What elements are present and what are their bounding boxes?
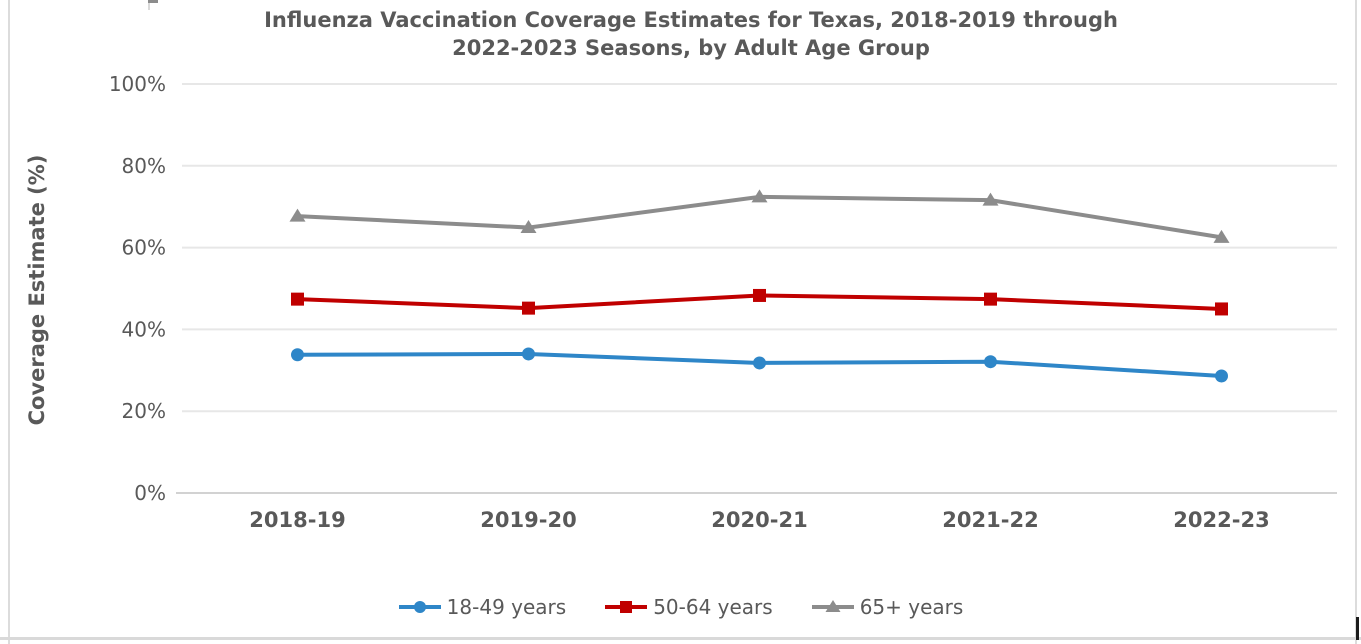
legend-item-18-49-years: 18-49 years: [398, 595, 567, 619]
legend-label: 65+ years: [859, 595, 964, 619]
top-left-tick-artifact-horizontal: [148, 0, 158, 3]
marker-circle: [413, 601, 426, 613]
x-tick-label: 2018-19: [249, 508, 345, 532]
marker-circle: [753, 356, 766, 370]
y-tick-label: 100%: [109, 72, 166, 96]
series-line-65-years: [295, 194, 1224, 240]
marker-square: [1215, 302, 1228, 316]
marker-circle: [1215, 369, 1228, 383]
bottom-right-cursor-mark: [1356, 617, 1359, 640]
x-tick-label: 2021-22: [942, 508, 1038, 532]
y-tick-label: 20%: [122, 399, 166, 423]
marker-circle: [984, 355, 997, 369]
left-border-line: [8, 0, 10, 644]
y-tick-label: 0%: [134, 481, 166, 505]
marker-square: [620, 601, 633, 613]
chart-title: Influenza Vaccination Coverage Estimates…: [91, 6, 1291, 62]
y-tick-label: 40%: [122, 317, 166, 341]
legend: 18-49 years 50-64 years 65+ years: [0, 591, 1361, 623]
chart-title-line-2: 2022-2023 Seasons, by Adult Age Group: [452, 36, 930, 60]
legend-marker-circle: [398, 601, 441, 613]
legend-label: 50-64 years: [653, 595, 773, 619]
top-left-tick-artifact-vertical: [148, 0, 150, 10]
marker-square: [984, 292, 997, 306]
x-tick-label: 2020-21: [711, 508, 807, 532]
y-tick-label: 60%: [122, 236, 166, 260]
marker-triangle: [1213, 229, 1230, 243]
marker-circle: [522, 347, 535, 361]
legend-item-65-plus-years: 65+ years: [811, 595, 964, 619]
chart-title-line-1: Influenza Vaccination Coverage Estimates…: [264, 8, 1118, 32]
marker-circle: [291, 348, 304, 362]
marker-triangle: [825, 600, 841, 612]
legend-item-50-64-years: 50-64 years: [604, 595, 773, 619]
legend-marker-square: [605, 601, 648, 613]
x-tick-label: 2019-20: [480, 508, 576, 532]
legend-label: 18-49 years: [446, 595, 567, 619]
y-tick-label: 80%: [122, 154, 166, 178]
marker-square: [522, 301, 535, 315]
marker-square: [291, 292, 304, 306]
x-tick-label: 2022-23: [1173, 508, 1269, 532]
marker-triangle: [982, 192, 999, 206]
marker-triangle: [751, 189, 768, 203]
right-border-line: [1355, 0, 1357, 644]
bottom-border-line: [0, 637, 1361, 640]
marker-triangle: [520, 220, 537, 234]
legend-marker-triangle: [811, 600, 854, 612]
marker-square: [753, 288, 766, 302]
marker-triangle: [289, 208, 306, 222]
